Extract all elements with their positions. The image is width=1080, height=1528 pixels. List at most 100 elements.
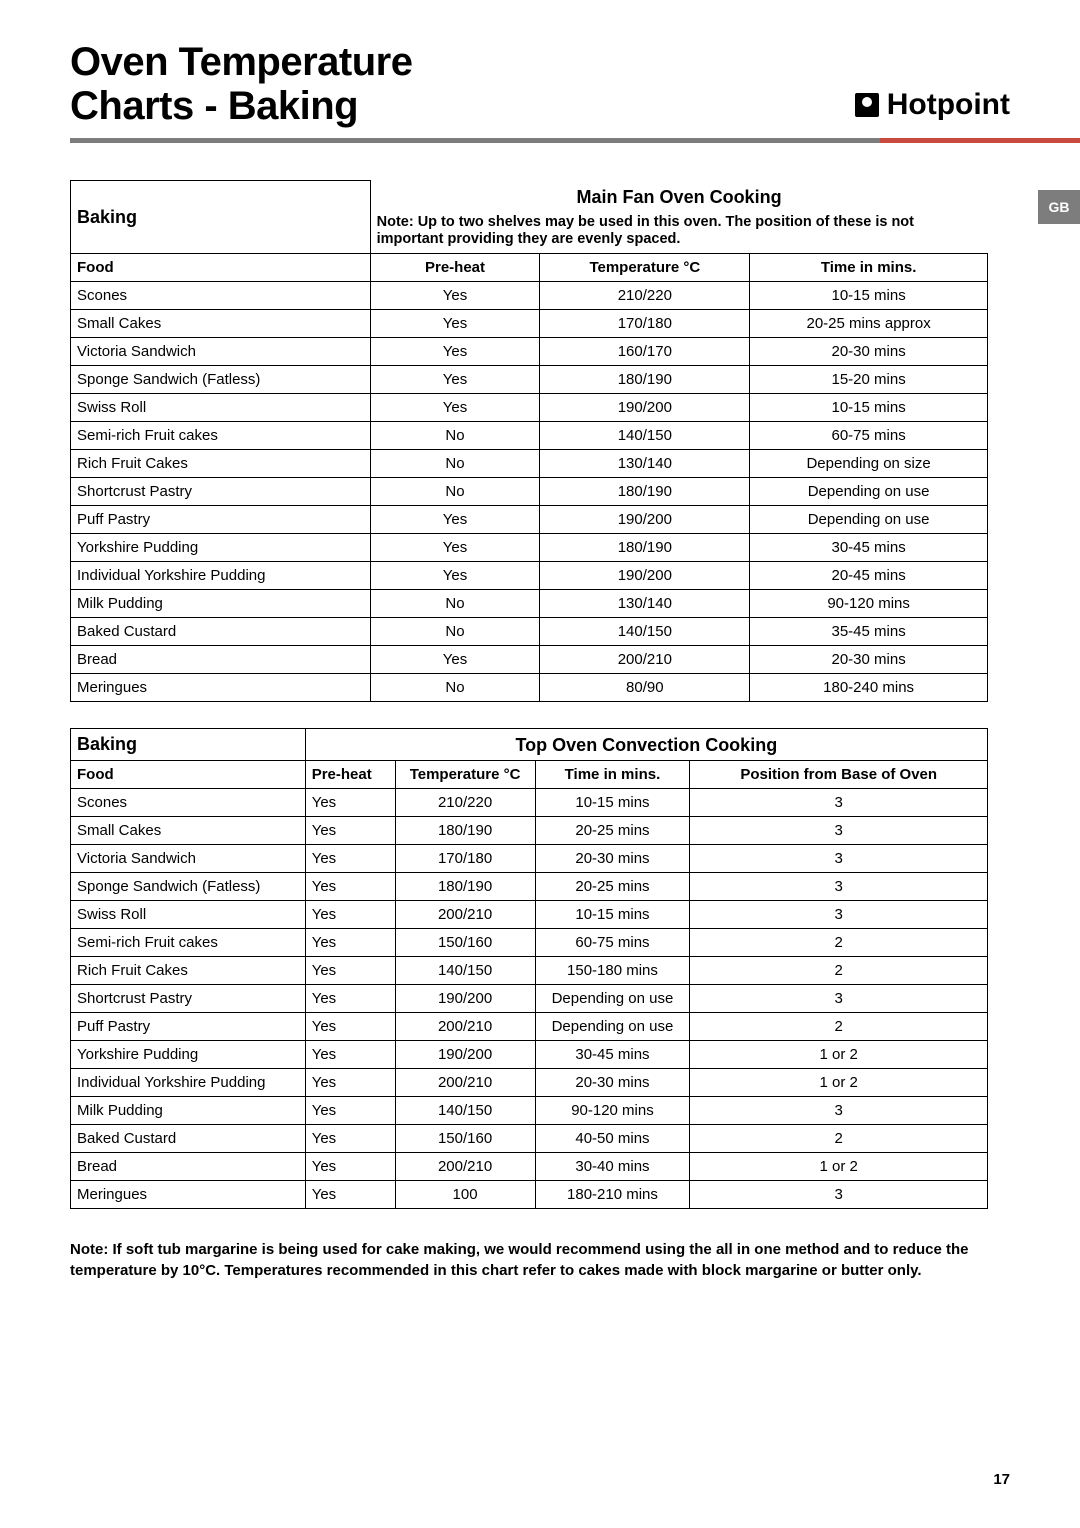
table-cell: 2 xyxy=(690,929,988,957)
table-cell: 60-75 mins xyxy=(535,929,690,957)
table-cell: No xyxy=(370,673,540,701)
table-cell: Bread xyxy=(71,1153,306,1181)
table-row: Puff PastryYes200/210Depending on use2 xyxy=(71,1013,988,1041)
table-cell: Yes xyxy=(305,845,395,873)
oven-type-title: Top Oven Convection Cooking xyxy=(305,728,987,761)
table-row: BreadYes200/21020-30 mins xyxy=(71,645,988,673)
table-cell: 1 or 2 xyxy=(690,1153,988,1181)
table-row: Sponge Sandwich (Fatless)Yes180/19020-25… xyxy=(71,873,988,901)
table-cell: Meringues xyxy=(71,1181,306,1209)
table-cell: 170/180 xyxy=(540,309,750,337)
table-cell: 3 xyxy=(690,817,988,845)
table-cell: Sponge Sandwich (Fatless) xyxy=(71,873,306,901)
table-cell: Individual Yorkshire Pudding xyxy=(71,1069,306,1097)
baking-convection-table: Baking Top Oven Convection Cooking Food … xyxy=(70,728,988,1210)
table-cell: 30-45 mins xyxy=(750,533,988,561)
table-cell: Bread xyxy=(71,645,371,673)
table-cell: 1 or 2 xyxy=(690,1041,988,1069)
table-cell: Small Cakes xyxy=(71,817,306,845)
table-cell: 100 xyxy=(395,1181,535,1209)
table-cell: 190/200 xyxy=(540,505,750,533)
table-cell: Yes xyxy=(305,1153,395,1181)
table-cell: 180/190 xyxy=(540,533,750,561)
table-cell: Victoria Sandwich xyxy=(71,845,306,873)
oven-note: Note: Up to two shelves may be used in t… xyxy=(370,212,987,253)
table-cell: Yes xyxy=(305,985,395,1013)
table-cell: No xyxy=(370,617,540,645)
table-header-row: Food Pre-heat Temperature °C Time in min… xyxy=(71,761,988,789)
col-food: Food xyxy=(71,253,371,281)
table-cell: 180/190 xyxy=(395,817,535,845)
table-cell: 20-25 mins xyxy=(535,873,690,901)
table-cell: Yes xyxy=(370,645,540,673)
brand-icon xyxy=(855,93,879,117)
table-cell: 3 xyxy=(690,985,988,1013)
col-preheat: Pre-heat xyxy=(305,761,395,789)
table-cell: 20-45 mins xyxy=(750,561,988,589)
table-cell: 30-40 mins xyxy=(535,1153,690,1181)
table-cell: 1 or 2 xyxy=(690,1069,988,1097)
table-cell: Yes xyxy=(305,789,395,817)
table-cell: 20-30 mins xyxy=(535,1069,690,1097)
table-cell: 200/210 xyxy=(395,1013,535,1041)
table-row: MeringuesNo80/90180-240 mins xyxy=(71,673,988,701)
table-row: Swiss RollYes200/21010-15 mins3 xyxy=(71,901,988,929)
table-cell: Yes xyxy=(305,1125,395,1153)
table-cell: 2 xyxy=(690,1013,988,1041)
table-row: Yorkshire PuddingYes180/19030-45 mins xyxy=(71,533,988,561)
page-title: Oven Temperature Charts - Baking xyxy=(70,40,413,128)
table-row: Milk PuddingYes140/15090-120 mins3 xyxy=(71,1097,988,1125)
table-row: Small CakesYes180/19020-25 mins3 xyxy=(71,817,988,845)
table-cell: Yes xyxy=(305,873,395,901)
col-time: Time in mins. xyxy=(750,253,988,281)
table-cell: 140/150 xyxy=(540,617,750,645)
table-cell: 200/210 xyxy=(395,1069,535,1097)
table-cell: Yes xyxy=(305,901,395,929)
table-cell: 20-30 mins xyxy=(750,645,988,673)
table-cell: Yes xyxy=(370,365,540,393)
table-cell: 180-240 mins xyxy=(750,673,988,701)
table-cell: 20-25 mins approx xyxy=(750,309,988,337)
table-cell: Yes xyxy=(305,1041,395,1069)
table-cell: Puff Pastry xyxy=(71,1013,306,1041)
table-cell: Yes xyxy=(305,929,395,957)
table-cell: 150/160 xyxy=(395,1125,535,1153)
table-cell: Depending on use xyxy=(535,985,690,1013)
table-cell: Yes xyxy=(370,533,540,561)
region-tab: GB xyxy=(1038,190,1080,224)
table-cell: 200/210 xyxy=(540,645,750,673)
table-cell: 130/140 xyxy=(540,589,750,617)
table-cell: 90-120 mins xyxy=(750,589,988,617)
table-cell: Baked Custard xyxy=(71,617,371,645)
table-cell: 190/200 xyxy=(395,1041,535,1069)
table-cell: 20-30 mins xyxy=(535,845,690,873)
table-cell: Yes xyxy=(305,1181,395,1209)
col-time: Time in mins. xyxy=(535,761,690,789)
baking-fan-oven-table: Baking Main Fan Oven Cooking Note: Up to… xyxy=(70,180,988,702)
table-cell: Semi-rich Fruit cakes xyxy=(71,929,306,957)
table-cell: 180/190 xyxy=(395,873,535,901)
table-cell: Sponge Sandwich (Fatless) xyxy=(71,365,371,393)
table-cell: 210/220 xyxy=(395,789,535,817)
table-cell: 170/180 xyxy=(395,845,535,873)
table-cell: Yes xyxy=(305,1069,395,1097)
table-cell: Semi-rich Fruit cakes xyxy=(71,421,371,449)
table-cell: Yorkshire Pudding xyxy=(71,1041,306,1069)
table-cell: 190/200 xyxy=(395,985,535,1013)
table-row: Baking Top Oven Convection Cooking xyxy=(71,728,988,761)
content: Baking Main Fan Oven Cooking Note: Up to… xyxy=(70,180,988,1281)
table-row: Victoria SandwichYes170/18020-30 mins3 xyxy=(71,845,988,873)
table-cell: 20-30 mins xyxy=(750,337,988,365)
table-cell: 10-15 mins xyxy=(535,789,690,817)
page-header: Oven Temperature Charts - Baking Hotpoin… xyxy=(70,40,1010,128)
col-preheat: Pre-heat xyxy=(370,253,540,281)
table-cell: Shortcrust Pastry xyxy=(71,985,306,1013)
table-cell: No xyxy=(370,449,540,477)
table-cell: 190/200 xyxy=(540,561,750,589)
table-cell: Swiss Roll xyxy=(71,901,306,929)
col-position: Position from Base of Oven xyxy=(690,761,988,789)
table-cell: No xyxy=(370,589,540,617)
table-row: MeringuesYes100180-210 mins3 xyxy=(71,1181,988,1209)
table-cell: 180/190 xyxy=(540,477,750,505)
header-rule xyxy=(70,138,1010,150)
